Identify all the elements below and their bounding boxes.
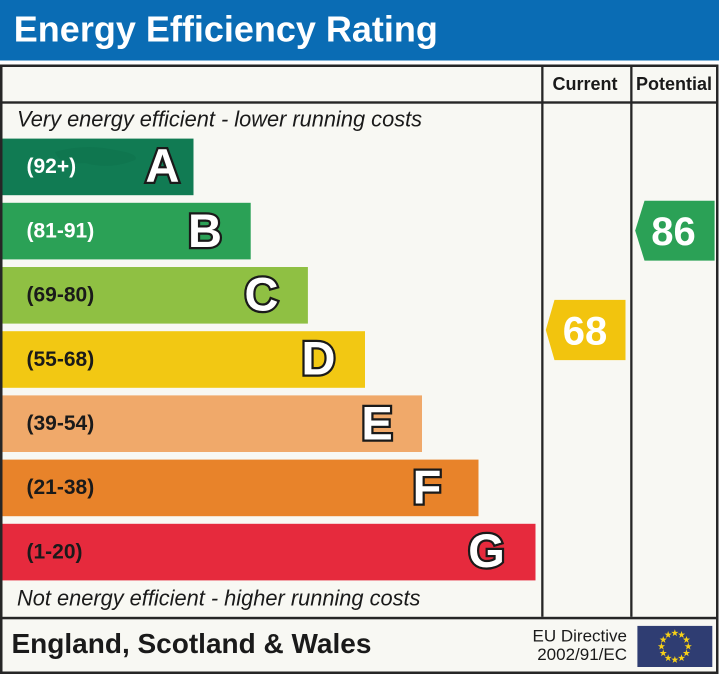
svg-text:Energy Efficiency Rating: Energy Efficiency Rating: [14, 9, 438, 50]
svg-text:(92+): (92+): [27, 155, 77, 178]
svg-text:A: A: [146, 139, 180, 192]
svg-text:England, Scotland & Wales: England, Scotland & Wales: [12, 628, 372, 659]
svg-text:B: B: [188, 204, 222, 257]
svg-text:Very energy efficient - lower: Very energy efficient - lower running co…: [17, 106, 422, 131]
svg-text:G: G: [468, 524, 505, 577]
svg-text:F: F: [413, 461, 442, 514]
svg-text:D: D: [302, 332, 336, 385]
svg-text:(1-20): (1-20): [27, 540, 83, 563]
svg-text:(21-38): (21-38): [27, 476, 95, 499]
svg-text:(55-68): (55-68): [27, 348, 95, 371]
svg-text:Current: Current: [552, 74, 617, 94]
svg-text:(69-80): (69-80): [27, 284, 95, 307]
svg-text:86: 86: [651, 210, 696, 254]
svg-text:E: E: [361, 396, 392, 449]
svg-text:C: C: [245, 267, 279, 320]
svg-text:(81-91): (81-91): [27, 219, 95, 242]
svg-text:2002/91/EC: 2002/91/EC: [537, 645, 627, 664]
svg-text:Potential: Potential: [636, 74, 712, 94]
svg-text:Not energy efficient - higher: Not energy efficient - higher running co…: [17, 586, 421, 611]
svg-text:EU Directive: EU Directive: [533, 627, 627, 646]
svg-text:68: 68: [563, 310, 608, 354]
svg-text:(39-54): (39-54): [27, 412, 95, 435]
